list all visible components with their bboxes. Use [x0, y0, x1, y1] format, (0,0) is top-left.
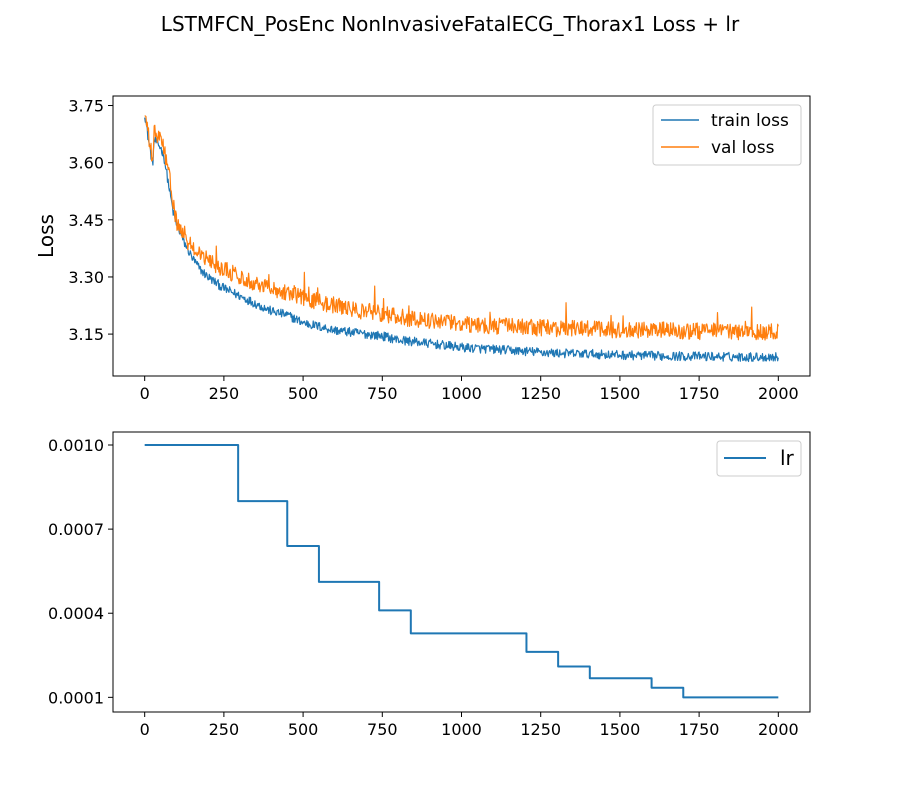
x-tick-label: 1750: [679, 384, 720, 403]
x-tick-label: 0: [140, 720, 150, 739]
x-tick-label: 1500: [600, 720, 641, 739]
y-axis-label: Loss: [34, 214, 58, 258]
x-tick-label: 1250: [520, 384, 561, 403]
y-tick-label: 0.0004: [48, 604, 104, 623]
figure-title: LSTMFCN_PosEnc NonInvasiveFatalECG_Thora…: [161, 12, 740, 36]
x-tick-label: 750: [367, 720, 398, 739]
x-tick-label: 2000: [758, 384, 799, 403]
y-tick-label: 3.60: [68, 154, 104, 173]
lr-legend: lr: [716, 440, 802, 477]
x-tick-label: 1750: [679, 720, 720, 739]
loss-series-group: [144, 115, 779, 363]
series-line-train-loss: [144, 117, 779, 363]
x-tick-label: 0: [140, 384, 150, 403]
y-tick-label: 3.45: [68, 211, 104, 230]
series-line-lr: [144, 444, 779, 699]
legend-label: val loss: [711, 138, 775, 158]
x-tick-label: 500: [288, 720, 319, 739]
x-tick-label: 1250: [520, 720, 561, 739]
legend-label: train loss: [711, 111, 789, 131]
x-tick-label: 1000: [441, 720, 482, 739]
x-tick-label: 250: [209, 720, 240, 739]
y-tick-label: 3.75: [68, 97, 104, 116]
y-tick-label: 0.0007: [48, 520, 104, 539]
y-tick-label: 0.0001: [48, 688, 104, 707]
legend-label: lr: [780, 446, 795, 470]
x-tick-label: 250: [209, 384, 240, 403]
lr-axes-frame: [112, 431, 811, 713]
y-tick-label: 3.30: [68, 268, 104, 287]
x-tick-label: 2000: [758, 720, 799, 739]
x-tick-label: 500: [288, 384, 319, 403]
loss-legend: train loss val loss: [652, 104, 802, 166]
y-tick-label: 0.0010: [48, 436, 104, 455]
lr-chart: 0 250 500 750 1000 1250 1500 1750 2000 0.0001 0.00…: [48, 431, 811, 739]
y-tick-label: 3.15: [68, 325, 104, 344]
series-line-val-loss: [144, 115, 779, 341]
x-tick-label: 1500: [600, 384, 641, 403]
loss-chart: 0 250 500 750 1000 1250 1500 1750 2000 3.15 3.30 3.…: [34, 95, 811, 403]
lr-series-group: [144, 444, 779, 699]
x-tick-label: 1000: [441, 384, 482, 403]
x-tick-label: 750: [367, 384, 398, 403]
